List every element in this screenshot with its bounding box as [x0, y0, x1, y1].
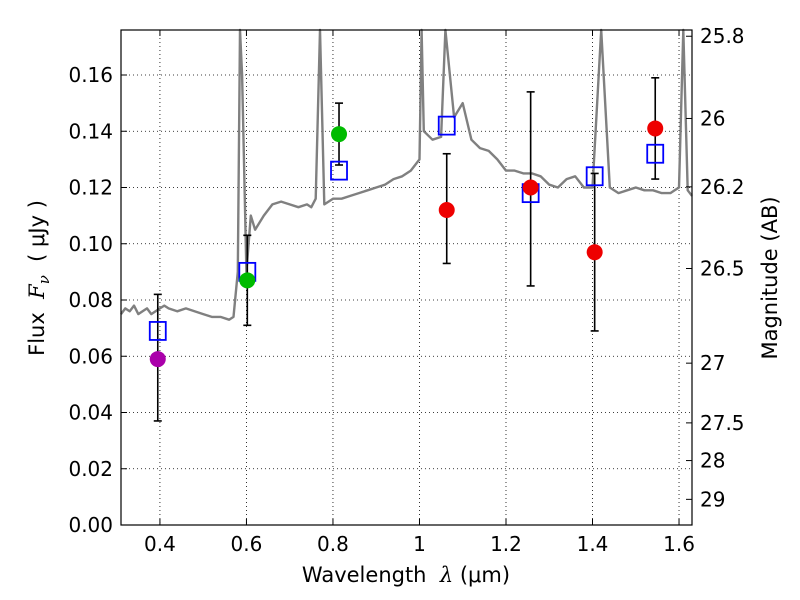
x-tick-label: 0.6 [231, 532, 263, 556]
y-tick-label: 0.02 [68, 457, 113, 481]
y-tick-label: 0.16 [68, 63, 113, 87]
y-tick-label: 0.10 [68, 232, 113, 256]
observed-point [331, 126, 348, 143]
mag-tick-label: 26.2 [700, 175, 745, 199]
x-axis-title: Wavelength λ (μm) [302, 563, 510, 587]
y-tick-label: 0.12 [68, 176, 113, 200]
mag-tick-label: 29 [700, 487, 725, 511]
x-tick-label: 1.4 [577, 532, 609, 556]
spectrum-line [120, 28, 693, 321]
observed-point [438, 202, 455, 218]
mag-tick-label: 27.5 [700, 411, 745, 435]
model-photometry-square [437, 115, 456, 136]
model-spectrum [120, 28, 693, 321]
mag-tick-label: 27 [700, 351, 725, 375]
grid [121, 30, 692, 525]
x-tick-label: 1.2 [490, 532, 522, 556]
model-photometry-square [585, 166, 604, 187]
model-photometry-square [330, 160, 348, 181]
observed-point [647, 120, 664, 137]
observed-point [522, 179, 539, 196]
x-tick-label: 1 [413, 532, 426, 556]
x-tick-label: 0.4 [144, 532, 176, 556]
observed-point [239, 272, 256, 289]
model-photometry-square [646, 143, 665, 164]
observed-point [149, 351, 166, 368]
axis-ticks: 0.4 0.6 0.8 1 1.2 1.4 1.6 0.00 0.02 0.04 0.06 0.08 0… [68, 24, 744, 556]
y-tick-label: 0.00 [68, 513, 113, 537]
model-photometry-markers [148, 115, 665, 341]
error-bars [153, 77, 660, 422]
x-tick-label: 1.6 [663, 532, 695, 556]
y-axis-title: Flux Fν ( μJy ) [25, 200, 53, 356]
mag-tick-label: 28 [700, 449, 725, 473]
x-tick-label: 0.8 [317, 532, 349, 556]
y-tick-label: 0.04 [68, 401, 113, 425]
mag-tick-label: 26 [700, 106, 725, 130]
right-axis-title: Magnitude (AB) [758, 196, 782, 359]
y-tick-label: 0.14 [68, 119, 113, 143]
mag-tick-label: 26.5 [700, 256, 745, 280]
observed-point [586, 244, 603, 261]
y-tick-label: 0.06 [68, 344, 113, 368]
plot-frame [120, 29, 693, 526]
y-tick-label: 0.08 [68, 288, 113, 312]
mag-tick-label: 25.8 [700, 24, 745, 48]
model-photometry-square [148, 321, 167, 341]
observed-points [149, 120, 664, 368]
